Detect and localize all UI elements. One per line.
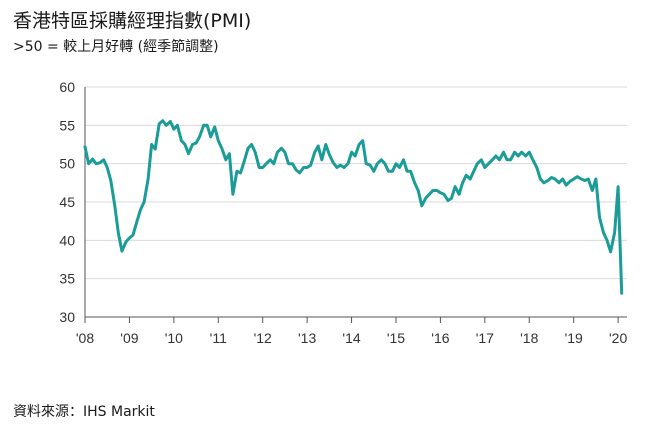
y-tick-label-30: 30	[59, 309, 75, 325]
x-tick-label-2020: '20	[609, 330, 627, 346]
series-group	[83, 119, 624, 295]
x-tick-label-2012: '12	[254, 330, 272, 346]
y-tick-label-40: 40	[59, 232, 75, 248]
y-tick-label-60: 60	[59, 79, 75, 95]
y-tick-label-55: 55	[59, 117, 75, 133]
x-tick-label-2015: '15	[387, 330, 405, 346]
pmi-series-line	[83, 119, 624, 295]
gridlines	[85, 86, 627, 318]
x-tick-label-2009: '09	[120, 330, 138, 346]
chart-title: 香港特區採購經理指數(PMI)	[13, 10, 252, 32]
x-tick-label-2016: '16	[431, 330, 449, 346]
y-tick-label-50: 50	[59, 156, 75, 172]
chart-subtitle: >50 = 較上月好轉 (經季節調整)	[13, 39, 219, 55]
x-tick-label-2013: '13	[298, 330, 316, 346]
y-tick-label-35: 35	[59, 271, 75, 287]
x-tick-label-2010: '10	[165, 330, 183, 346]
x-tick-label-2011: '11	[210, 330, 227, 346]
x-tick-label-2018: '18	[520, 330, 538, 346]
x-axis: '08 '09 '10 '11 '12 '13 '14 '15 '16 '17 '18 '19 '20	[76, 316, 627, 346]
x-tick-label-2008: '08	[76, 330, 94, 346]
y-tick-label-45: 45	[59, 194, 75, 210]
x-tick-label-2017: '17	[476, 330, 494, 346]
y-axis: 30 35 40 45 50 55 60	[59, 79, 86, 325]
x-tick-label-2014: '14	[342, 330, 360, 346]
source-note: 資料來源：IHS Markit	[13, 404, 155, 420]
x-tick-label-2019: '19	[565, 330, 583, 346]
